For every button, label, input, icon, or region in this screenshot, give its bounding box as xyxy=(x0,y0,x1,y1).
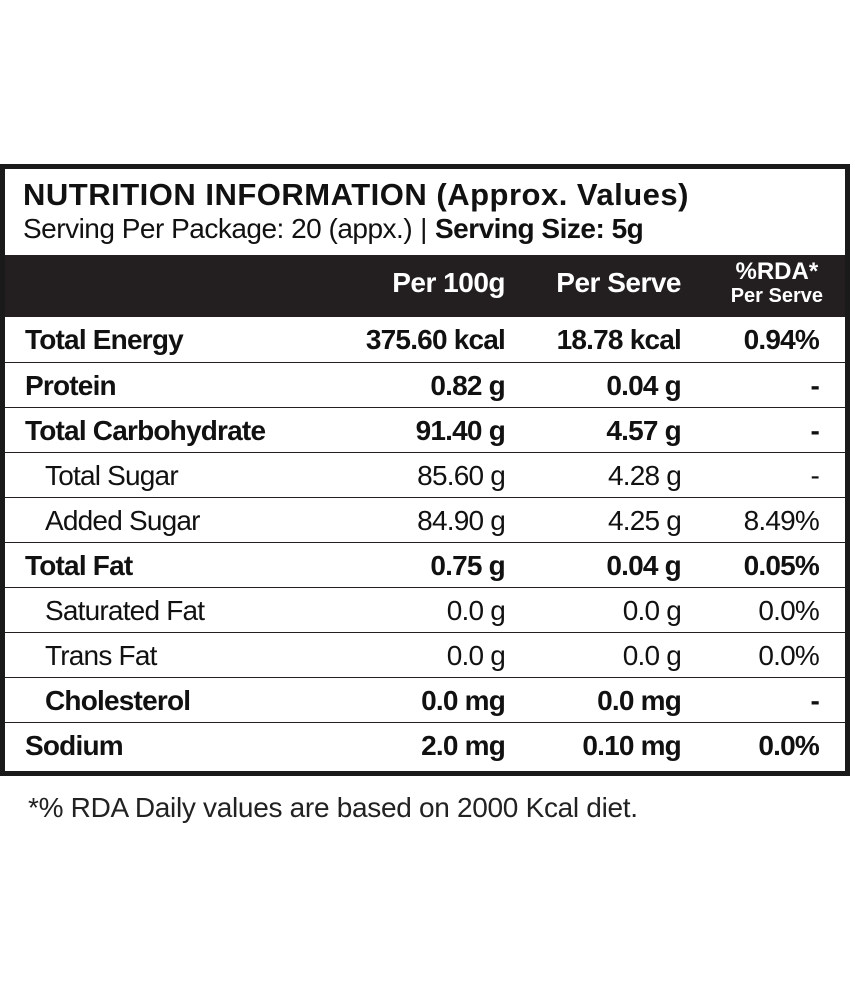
header-per-serve: Per Serve xyxy=(556,267,681,298)
value-per-100g: 0.75 g xyxy=(430,550,505,581)
table-row: Saturated Fat 0.0 g 0.0 g 0.0% xyxy=(5,587,845,632)
nutrient-name: Trans Fat xyxy=(45,640,157,671)
table-row: Protein 0.82 g 0.04 g - xyxy=(5,362,845,407)
value-rda: - xyxy=(810,460,819,491)
value-rda: - xyxy=(810,685,819,716)
column-header-band: Per 100g Per Serve %RDA* Per Serve xyxy=(5,255,845,317)
value-rda: 0.94% xyxy=(743,324,820,355)
serving-separator: | xyxy=(420,213,427,244)
nutrition-label: NUTRITION INFORMATION (Approx. Values) S… xyxy=(0,164,850,776)
value-per-100g: 0.82 g xyxy=(430,370,505,401)
nutrient-name: Total Carbohydrate xyxy=(25,415,266,446)
value-per-serve: 0.0 g xyxy=(622,595,682,626)
value-rda: 8.49% xyxy=(743,505,820,536)
value-rda: 0.05% xyxy=(743,550,820,581)
nutrient-name: Total Fat xyxy=(25,550,133,581)
nutrient-name: Total Sugar xyxy=(45,460,179,491)
value-per-serve: 4.25 g xyxy=(607,505,682,536)
nutrient-name: Protein xyxy=(25,370,117,401)
value-per-serve: 0.0 g xyxy=(622,640,682,671)
value-per-100g: 85.60 g xyxy=(417,460,506,491)
table-row: Sodium 2.0 mg 0.10 mg 0.0% xyxy=(5,722,845,767)
serving-size: Serving Size: 5g xyxy=(434,213,644,244)
value-per-serve: 18.78 kcal xyxy=(556,324,682,355)
value-per-100g: 0.0 mg xyxy=(421,685,506,716)
value-rda: 0.0% xyxy=(758,595,819,626)
table-row: Total Fat 0.75 g 0.04 g 0.05% xyxy=(5,542,845,587)
table-row: Added Sugar 84.90 g 4.25 g 8.49% xyxy=(5,497,845,542)
value-per-100g: 375.60 kcal xyxy=(365,324,506,355)
value-rda: - xyxy=(810,415,819,446)
serving-per-package: Serving Per Package: 20 (appx.) xyxy=(23,213,413,244)
table-row: Cholesterol 0.0 mg 0.0 mg - xyxy=(5,677,845,722)
table-row: Trans Fat 0.0 g 0.0 g 0.0% xyxy=(5,632,845,677)
value-per-serve: 4.57 g xyxy=(606,415,681,446)
value-per-serve: 0.04 g xyxy=(606,550,681,581)
header-rda-sub: Per Serve xyxy=(730,285,823,307)
nutrition-table: Total Energy 375.60 kcal 18.78 kcal 0.94… xyxy=(5,317,845,767)
value-per-100g: 91.40 g xyxy=(415,415,506,446)
value-rda: - xyxy=(810,370,819,401)
header-rda-label: %RDA* xyxy=(735,258,819,285)
value-rda: 0.0% xyxy=(758,640,819,671)
label-title-block: NUTRITION INFORMATION (Approx. Values) S… xyxy=(5,169,845,255)
rda-footnote: *% RDA Daily values are based on 2000 Kc… xyxy=(28,792,638,823)
value-per-100g: 84.90 g xyxy=(417,505,506,536)
value-per-100g: 0.0 g xyxy=(446,595,506,626)
header-rda: %RDA* Per Serve xyxy=(730,258,823,308)
value-per-serve: 4.28 g xyxy=(607,460,682,491)
label-title: NUTRITION INFORMATION (Approx. Values) xyxy=(23,177,689,212)
value-per-serve: 0.10 mg xyxy=(582,730,681,761)
value-per-100g: 0.0 g xyxy=(446,640,506,671)
nutrient-name: Added Sugar xyxy=(45,505,200,536)
nutrient-name: Saturated Fat xyxy=(45,595,205,626)
value-per-serve: 0.04 g xyxy=(606,370,681,401)
nutrient-name: Total Energy xyxy=(25,324,184,355)
value-per-100g: 2.0 mg xyxy=(421,730,506,761)
table-row: Total Energy 375.60 kcal 18.78 kcal 0.94… xyxy=(5,317,845,362)
header-per-100g: Per 100g xyxy=(392,267,505,298)
nutrient-name: Sodium xyxy=(25,730,124,761)
value-per-serve: 0.0 mg xyxy=(597,685,682,716)
table-row: Total Carbohydrate 91.40 g 4.57 g - xyxy=(5,407,845,452)
table-row: Total Sugar 85.60 g 4.28 g - xyxy=(5,452,845,497)
value-rda: 0.0% xyxy=(758,730,819,761)
serving-info: Serving Per Package: 20 (appx.) | Serving … xyxy=(23,213,644,245)
nutrient-name: Cholesterol xyxy=(45,685,191,716)
